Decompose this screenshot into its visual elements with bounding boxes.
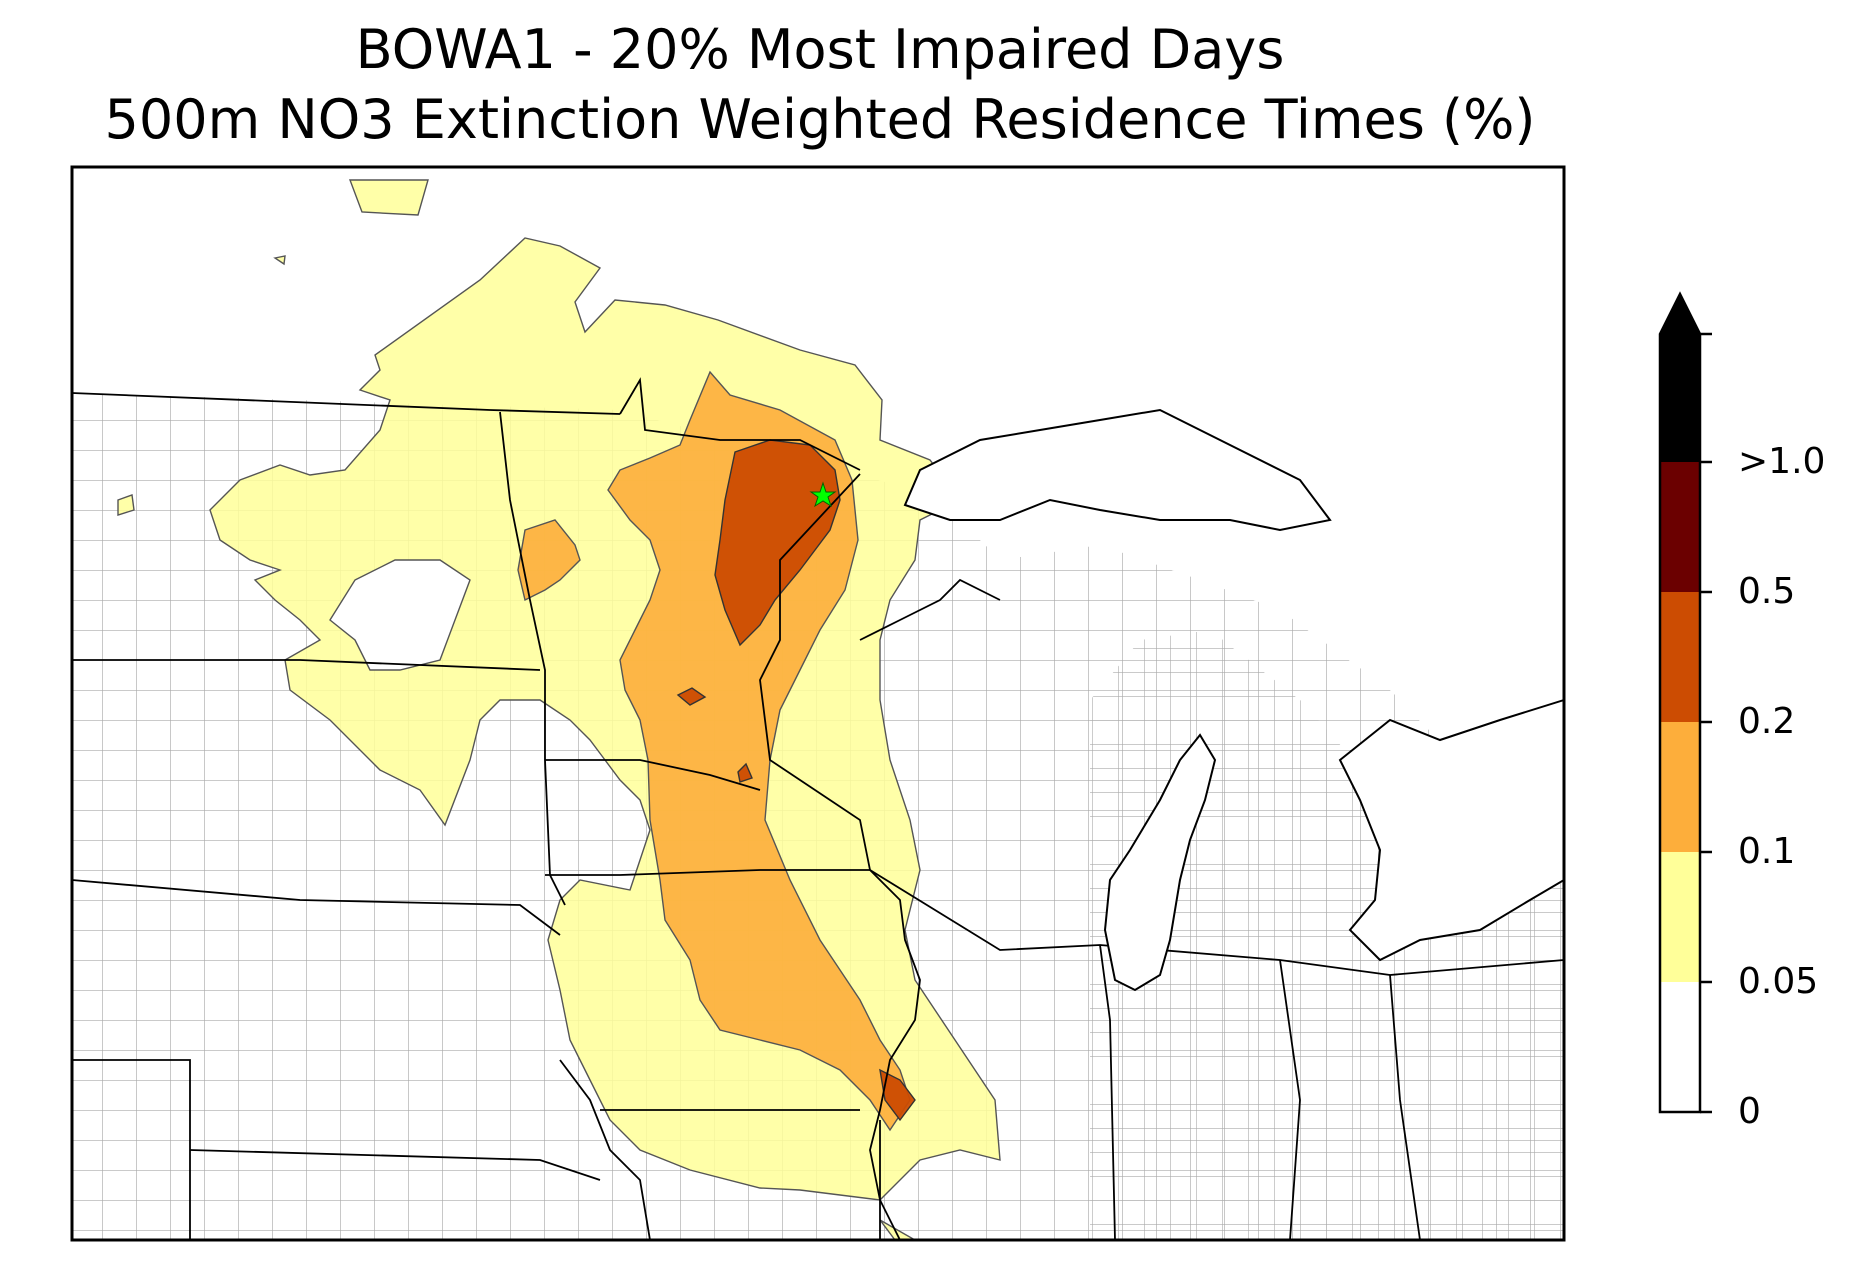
colorbar-extension-bin [1660,334,1700,462]
colorbar-tick-label: >1.0 [1738,441,1826,482]
colorbar-tick-label: 0.5 [1738,571,1796,612]
colorbar-bin-0 [1660,982,1700,1112]
map-area [72,167,1564,1240]
lake-superior [903,408,1332,532]
colorbar-bin-2 [1660,722,1700,852]
state-boundaries [72,377,1564,1240]
lake-michigan [1103,733,1217,992]
colorbar [1658,291,1712,1114]
map-frame [70,165,1566,1242]
colorbar-outline [1658,291,1702,1114]
contour-0.2-0.5 [676,439,916,1122]
colorbar-bin-1 [1660,852,1700,982]
colorbar-extend-arrow [1660,294,1700,334]
chart-title-line-1: BOWA1 - 20% Most Impaired Days [355,18,1285,81]
contour-0.1-0.2 [517,370,911,1132]
colorbar-bin-4 [1660,462,1700,592]
colorbar-tick-label: 0.1 [1738,831,1796,872]
site-marker-star [809,481,837,508]
contour-hole [329,559,471,671]
colorbar-tick-label: 0.05 [1738,961,1819,1002]
colorbar-tick-label: 0 [1738,1091,1761,1132]
chart-title-line-2: 500m NO3 Extinction Weighted Residence T… [104,88,1536,151]
lake-huron [1338,698,1564,962]
colorbar-bin-3 [1660,592,1700,722]
colorbar-tick-label: 0.2 [1738,701,1796,742]
